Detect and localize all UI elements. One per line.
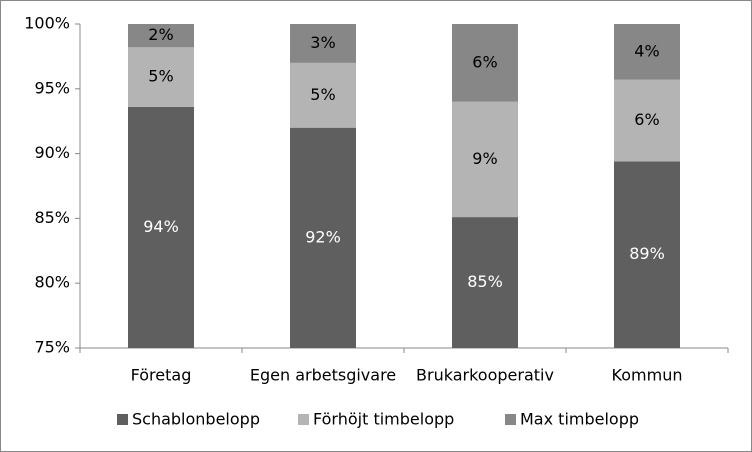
y-tick-label: 75% — [34, 338, 70, 357]
x-tick-label: Kommun — [612, 366, 683, 385]
data-label: 5% — [148, 67, 173, 86]
bar-segment — [290, 127, 356, 349]
legend-swatch — [505, 414, 516, 425]
legend-label: Max timbelopp — [520, 410, 639, 429]
bar-segment — [614, 161, 680, 348]
bar-segment — [290, 24, 356, 63]
bar-segment — [452, 24, 518, 102]
data-label: 5% — [310, 85, 335, 104]
data-label: 89% — [629, 244, 665, 263]
bar-segment — [128, 47, 194, 107]
y-tick-label: 90% — [34, 143, 70, 162]
y-tick-label: 95% — [34, 78, 70, 97]
data-label: 4% — [634, 41, 659, 60]
legend-label: Schablonbelopp — [132, 410, 260, 429]
bar-segment — [614, 79, 680, 162]
bar-segment — [614, 24, 680, 80]
y-tick-label: 80% — [34, 273, 70, 292]
bar-segment — [128, 106, 194, 348]
data-label: 9% — [472, 149, 497, 168]
data-label: 6% — [634, 110, 659, 129]
data-label: 92% — [305, 227, 341, 246]
bar-segment — [290, 62, 356, 128]
x-tick-label: Egen arbetsgivare — [250, 366, 396, 385]
bar-segment — [452, 217, 518, 348]
data-label: 3% — [310, 33, 335, 52]
y-tick-label: 100% — [24, 14, 70, 33]
data-label: 6% — [472, 52, 497, 71]
legend-swatch — [117, 414, 128, 425]
data-label: 94% — [143, 217, 179, 236]
data-label: 2% — [148, 25, 173, 44]
y-tick-label: 85% — [34, 208, 70, 227]
legend-label: Förhöjt timbelopp — [313, 410, 454, 429]
data-label: 85% — [467, 272, 503, 291]
bar-segment — [128, 24, 194, 48]
x-tick-label: Företag — [131, 366, 192, 385]
x-tick-label: Brukarkooperativ — [416, 366, 554, 385]
legend-swatch — [298, 414, 309, 425]
bar-segment — [452, 101, 518, 218]
